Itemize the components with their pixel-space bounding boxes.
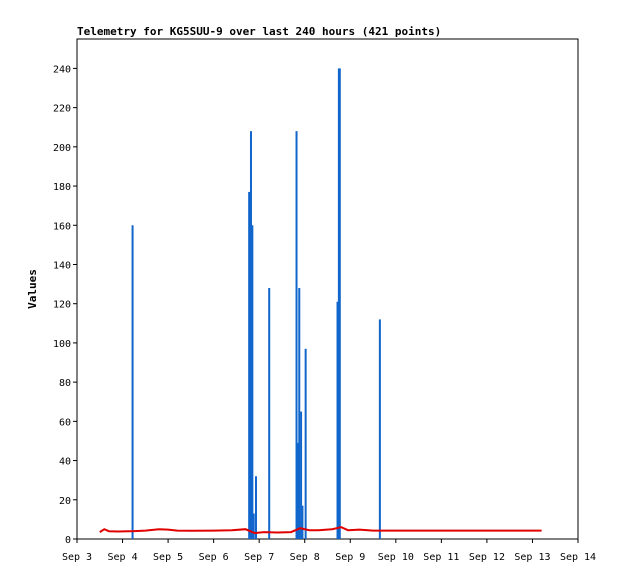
bar <box>300 411 303 539</box>
series-line <box>99 526 542 535</box>
bar <box>301 505 304 539</box>
y-tick-label: 160 <box>53 221 71 232</box>
bar <box>254 476 257 539</box>
x-tick-label: Sep 7 <box>244 552 274 563</box>
chart-title: Telemetry for KG5SUU-9 over last 240 hou… <box>77 25 441 38</box>
y-tick-label: 200 <box>53 143 71 154</box>
y-tick-label: 120 <box>53 300 71 311</box>
y-tick-label: 240 <box>53 64 71 75</box>
x-tick-label: Sep 13 <box>514 552 550 563</box>
x-tick-label: Sep 14 <box>560 552 596 563</box>
y-axis-label: Values <box>26 269 39 309</box>
y-tick-label: 100 <box>53 339 71 350</box>
plot-frame <box>76 38 579 540</box>
x-tick-label: Sep 6 <box>199 552 229 563</box>
bar <box>338 68 341 539</box>
bar <box>249 131 252 539</box>
y-tick-label: 140 <box>53 260 71 271</box>
x-tick-label: Sep 11 <box>423 552 459 563</box>
bar <box>295 131 298 539</box>
bar <box>251 225 254 539</box>
y-tick-label: 220 <box>53 104 71 115</box>
x-tick-label: Sep 10 <box>378 552 414 563</box>
bar <box>298 288 301 539</box>
x-tick-label: Sep 4 <box>107 552 137 563</box>
x-tick-label: Sep 3 <box>62 552 92 563</box>
bar <box>252 513 255 539</box>
x-tick-label: Sep 8 <box>290 552 320 563</box>
bar <box>131 225 134 539</box>
x-tick-label: Sep 9 <box>335 552 365 563</box>
bar <box>248 191 251 540</box>
y-tick-label: 20 <box>59 496 71 507</box>
x-tick-label: Sep 12 <box>469 552 505 563</box>
bar <box>304 348 307 539</box>
bar <box>378 319 381 539</box>
bar <box>268 288 271 539</box>
y-tick-label: 180 <box>53 182 71 193</box>
y-tick-label: 60 <box>59 417 71 428</box>
y-tick-label: 0 <box>65 535 71 546</box>
y-tick-label: 40 <box>59 457 71 468</box>
y-tick-label: 80 <box>59 378 71 389</box>
bar <box>336 301 339 539</box>
x-tick-label: Sep 5 <box>153 552 183 563</box>
